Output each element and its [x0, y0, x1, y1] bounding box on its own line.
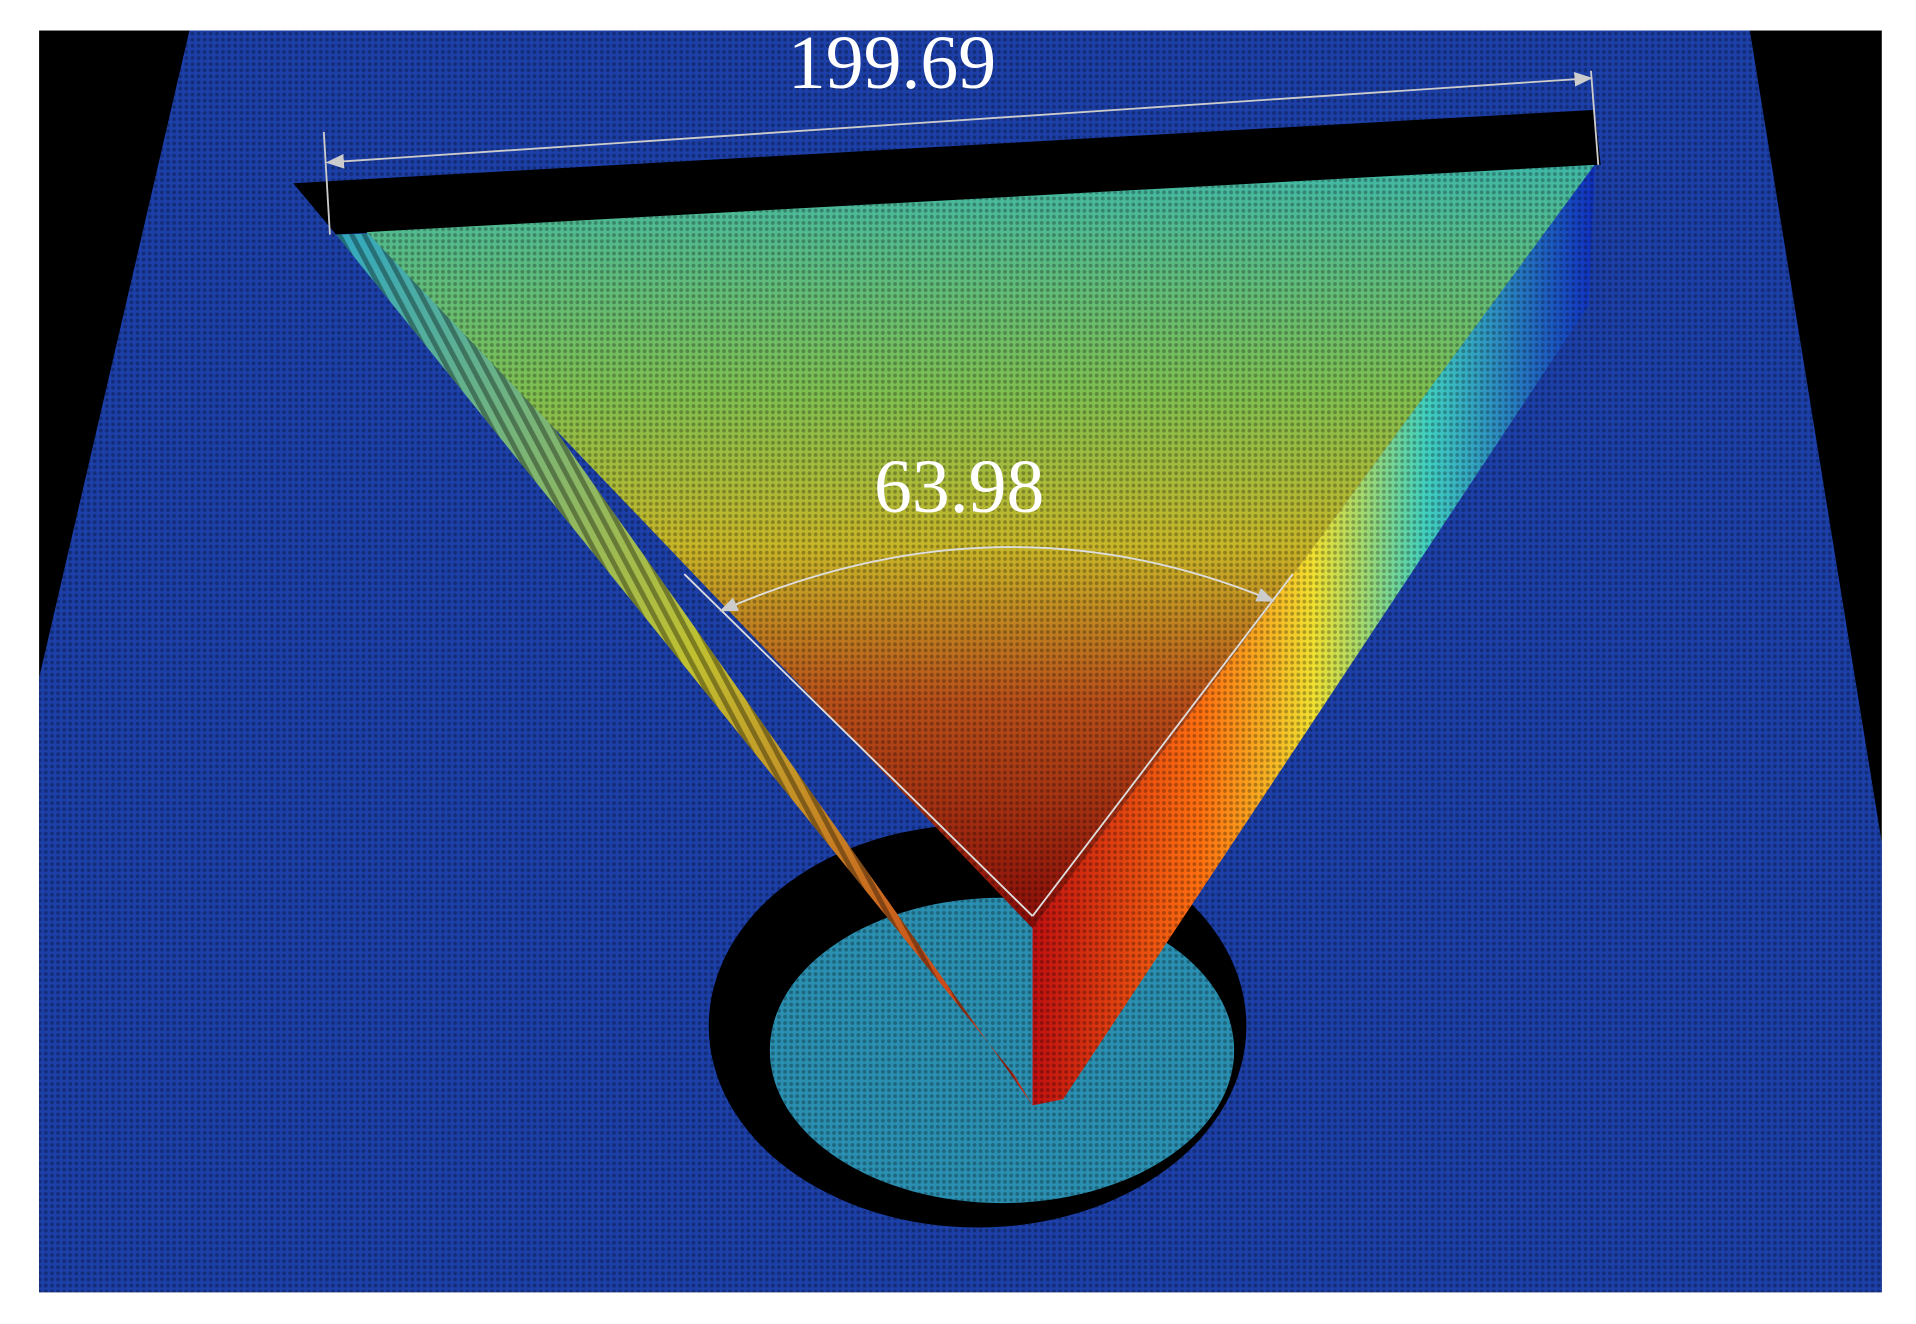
extension-line	[322, 131, 331, 235]
angle-arc	[719, 546, 1275, 612]
angle-dimension	[683, 546, 1294, 917]
length-dimension	[322, 70, 1600, 235]
angle-leg	[1031, 573, 1294, 917]
length-label: 199.69	[788, 22, 996, 105]
dimension-line	[325, 71, 1593, 169]
angle-leg	[683, 573, 1034, 917]
left-face-texture	[336, 232, 1033, 1106]
angle-label: 63.98	[874, 446, 1044, 529]
top-face-texture	[366, 164, 1595, 929]
side-face-texture	[1032, 164, 1595, 1106]
